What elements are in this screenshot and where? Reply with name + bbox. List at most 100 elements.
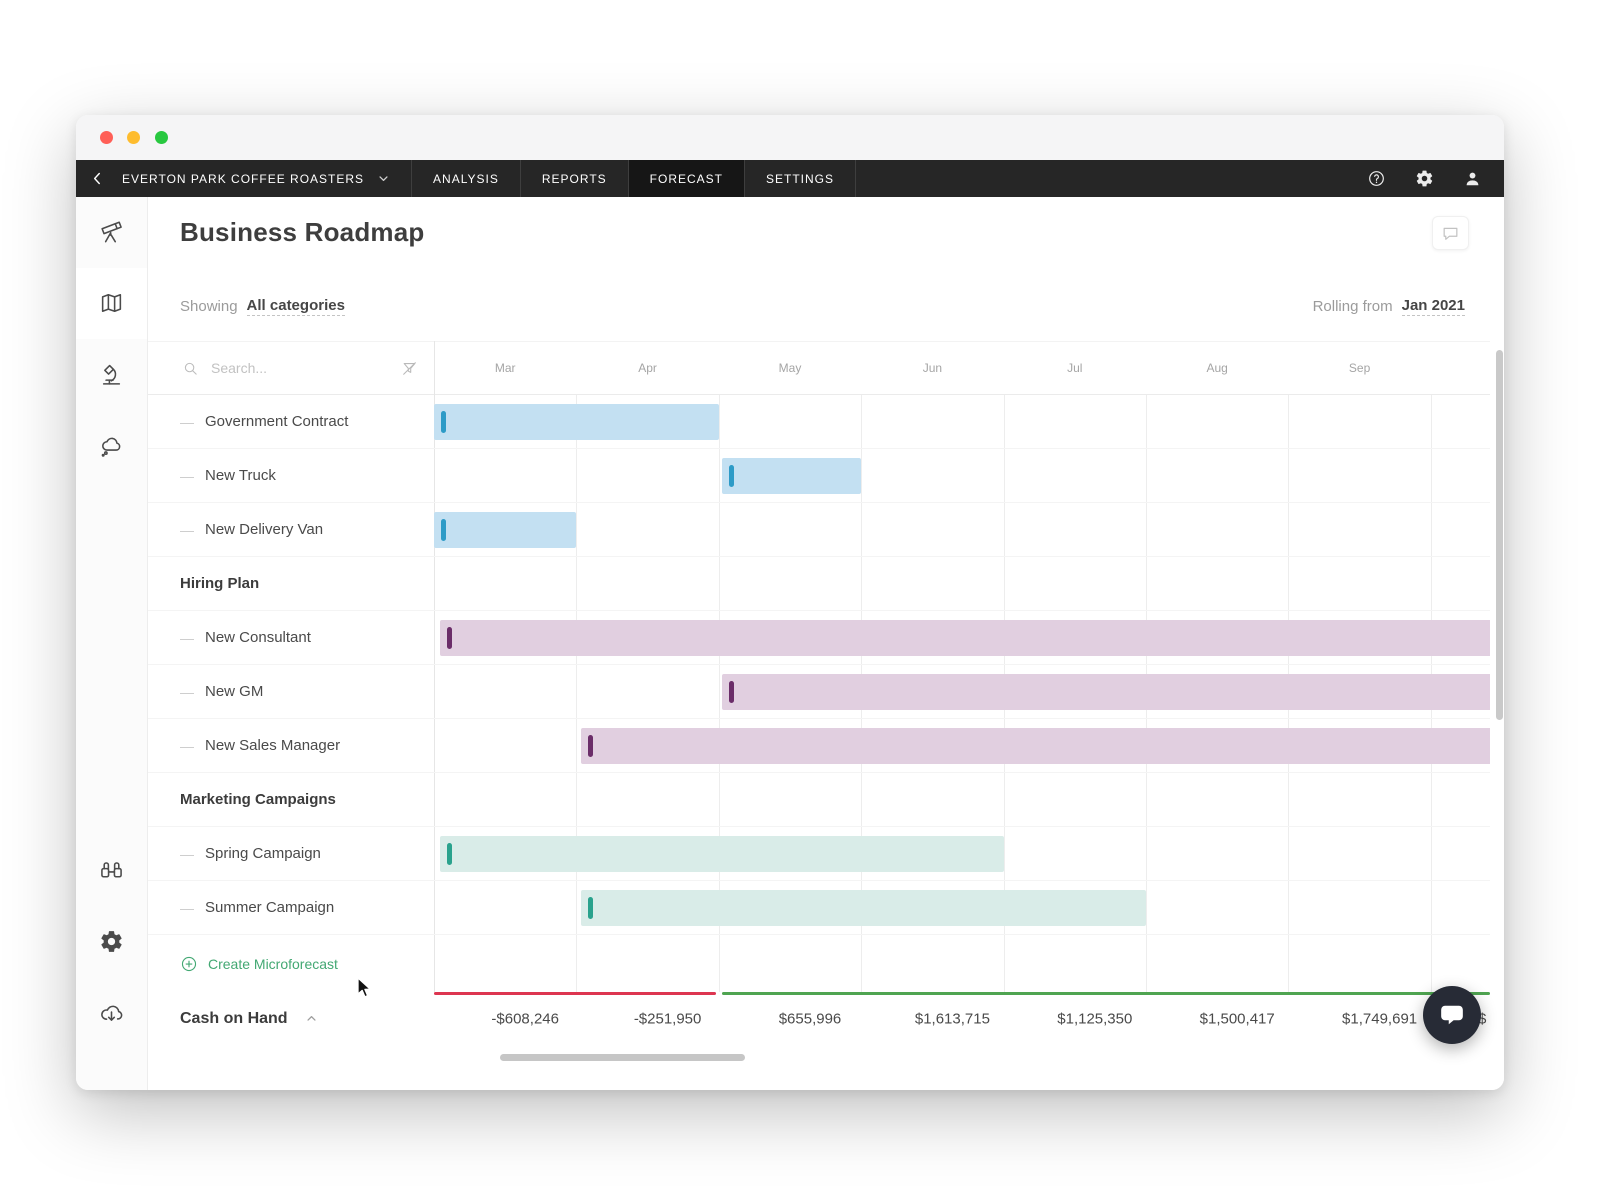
row-label-text: Marketing Campaigns [180, 791, 336, 808]
cash-line-negative [434, 992, 716, 995]
nav-tab-settings[interactable]: SETTINGS [744, 160, 857, 197]
cloud-download-icon [99, 1000, 124, 1025]
window-titlebar [76, 115, 1504, 160]
row-label[interactable]: — Spring Campaign [148, 845, 434, 862]
row-label[interactable]: — New Delivery Van [148, 521, 434, 538]
gantt-header: Mar Apr May Jun Jul Aug Sep [148, 341, 1490, 395]
sidebar-item-map[interactable] [76, 268, 147, 339]
rolling-from-label: Rolling from [1312, 297, 1393, 315]
cash-on-hand-label: Cash on Hand [180, 1009, 288, 1027]
clear-filter-button[interactable] [401, 360, 418, 377]
row-dash: — [180, 521, 194, 538]
collapse-chevron-icon[interactable] [304, 1011, 319, 1026]
window-zoom-button[interactable] [155, 131, 168, 144]
thought-cloud-icon [99, 433, 124, 458]
cash-value: $1,125,350 [1057, 1010, 1133, 1027]
account-button[interactable] [1460, 167, 1484, 191]
row-label-text: New Sales Manager [205, 737, 341, 754]
create-microforecast-button[interactable]: Create Microforecast [148, 935, 1490, 992]
row-dash: — [180, 413, 194, 430]
row-dash: — [180, 845, 194, 862]
gantt-bar-government-contract[interactable] [434, 404, 719, 440]
speech-bubble-icon [1441, 224, 1460, 243]
month-label-apr: Apr [638, 361, 657, 375]
row-label-text: New Consultant [205, 629, 311, 646]
row-label[interactable]: — New Truck [148, 467, 434, 484]
company-name: EVERTON PARK COFFEE ROASTERS [122, 171, 365, 186]
nav-tab-analysis[interactable]: ANALYSIS [411, 160, 520, 197]
row-label-text: Hiring Plan [180, 575, 260, 592]
row-label-text: New Delivery Van [205, 521, 324, 538]
company-selector[interactable]: EVERTON PARK COFFEE ROASTERS [118, 160, 411, 197]
month-label-mar: Mar [494, 361, 516, 375]
row-label[interactable]: — New Sales Manager [148, 737, 434, 754]
filters-row: Showing All categories Rolling from Jan … [180, 293, 1465, 319]
gantt-row-new-delivery-van: — New Delivery Van [148, 503, 1490, 557]
gear-icon [99, 929, 124, 954]
row-label-text: Spring Campaign [205, 845, 321, 862]
bar-start-marker [446, 843, 452, 865]
window-minimize-button[interactable] [127, 131, 140, 144]
chat-icon [1439, 1002, 1465, 1028]
nav-tab-reports[interactable]: REPORTS [519, 160, 628, 197]
row-label[interactable]: — New GM [148, 683, 434, 700]
settings-button[interactable] [1412, 167, 1436, 191]
row-label-text: New Truck [205, 467, 276, 484]
gantt-bar-new-gm[interactable] [721, 674, 1490, 710]
row-label: Marketing Campaigns [148, 791, 434, 808]
gantt-bar-new-consultant[interactable] [439, 620, 1490, 656]
back-button[interactable] [76, 160, 118, 197]
search-icon [182, 360, 199, 377]
comment-button[interactable] [1432, 216, 1469, 250]
category-filter-link[interactable]: All categories [246, 296, 345, 316]
person-icon [1463, 169, 1482, 188]
window-content: Business Roadmap Showing All categories … [76, 197, 1504, 1090]
gantt-row-new-consultant: — New Consultant [148, 611, 1490, 665]
gantt-bar-new-truck[interactable] [721, 458, 862, 494]
cash-value: -$608,246 [491, 1010, 559, 1027]
bar-start-marker [587, 897, 593, 919]
vertical-scrollbar[interactable] [1496, 350, 1503, 720]
binoculars-icon [99, 858, 124, 883]
sidebar-item-binoculars[interactable] [76, 835, 147, 906]
section-row-hiring-plan: Hiring Plan [148, 557, 1490, 611]
top-nav-bar: EVERTON PARK COFFEE ROASTERS ANALYSIS REP… [76, 160, 1504, 197]
gear-icon [1415, 169, 1434, 188]
sidebar [76, 197, 148, 1090]
search-input[interactable] [211, 360, 389, 376]
month-label-aug: Aug [1206, 361, 1228, 375]
create-microforecast-label: Create Microforecast [208, 955, 338, 972]
gantt-row-spring-campaign: — Spring Campaign [148, 827, 1490, 881]
gantt-bar-spring-campaign[interactable] [439, 836, 1004, 872]
cash-value: $1,749,691 [1342, 1010, 1418, 1027]
row-label[interactable]: — Summer Campaign [148, 899, 434, 916]
cash-value: $ [1478, 1010, 1487, 1027]
nav-tab-forecast[interactable]: FORECAST [627, 160, 744, 197]
sidebar-item-cloud-download[interactable] [76, 977, 147, 1048]
gantt-bar-summer-campaign[interactable] [580, 890, 1146, 926]
gantt-row-new-truck: — New Truck [148, 449, 1490, 503]
cash-value: $1,613,715 [914, 1010, 990, 1027]
bar-start-marker [587, 735, 593, 757]
row-dash: — [180, 629, 194, 646]
row-label[interactable]: — New Consultant [148, 629, 434, 646]
sidebar-item-microscope[interactable] [76, 339, 147, 410]
window-close-button[interactable] [100, 131, 113, 144]
rolling-from-link[interactable]: Jan 2021 [1401, 296, 1465, 316]
bar-start-marker [728, 681, 734, 703]
sidebar-item-gear[interactable] [76, 906, 147, 977]
row-label[interactable]: — Government Contract [148, 413, 434, 430]
month-gridline [576, 395, 578, 992]
chat-widget-button[interactable] [1423, 986, 1481, 1044]
row-label-text: Summer Campaign [205, 899, 335, 916]
help-button[interactable] [1364, 167, 1388, 191]
bar-start-marker [446, 627, 452, 649]
sidebar-item-thought-cloud[interactable] [76, 410, 147, 481]
sidebar-item-telescope[interactable] [76, 197, 147, 268]
row-dash: — [180, 683, 194, 700]
bar-start-marker [728, 465, 734, 487]
gantt-bar-new-sales-manager[interactable] [580, 728, 1490, 764]
gantt-bar-new-delivery-van[interactable] [434, 512, 577, 548]
horizontal-scrollbar[interactable] [500, 1054, 745, 1061]
bar-start-marker [441, 519, 446, 541]
